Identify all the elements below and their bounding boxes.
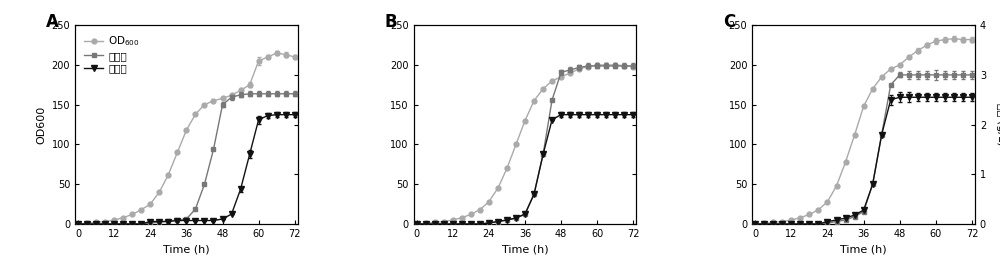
Legend: OD$_{600}$, 圣草酟, 柚皮素: OD$_{600}$, 圣草酟, 柚皮素 [80,31,144,78]
X-axis label: Time (h): Time (h) [840,244,887,255]
Y-axis label: OD600: OD600 [638,106,648,144]
Text: A: A [46,13,59,31]
X-axis label: Time (h): Time (h) [502,244,548,255]
Y-axis label: OD600: OD600 [36,106,46,144]
Y-axis label: 浓度 (g/L): 浓度 (g/L) [996,103,1000,146]
Text: B: B [385,13,397,31]
Text: C: C [723,13,736,31]
X-axis label: Time (h): Time (h) [163,244,210,255]
